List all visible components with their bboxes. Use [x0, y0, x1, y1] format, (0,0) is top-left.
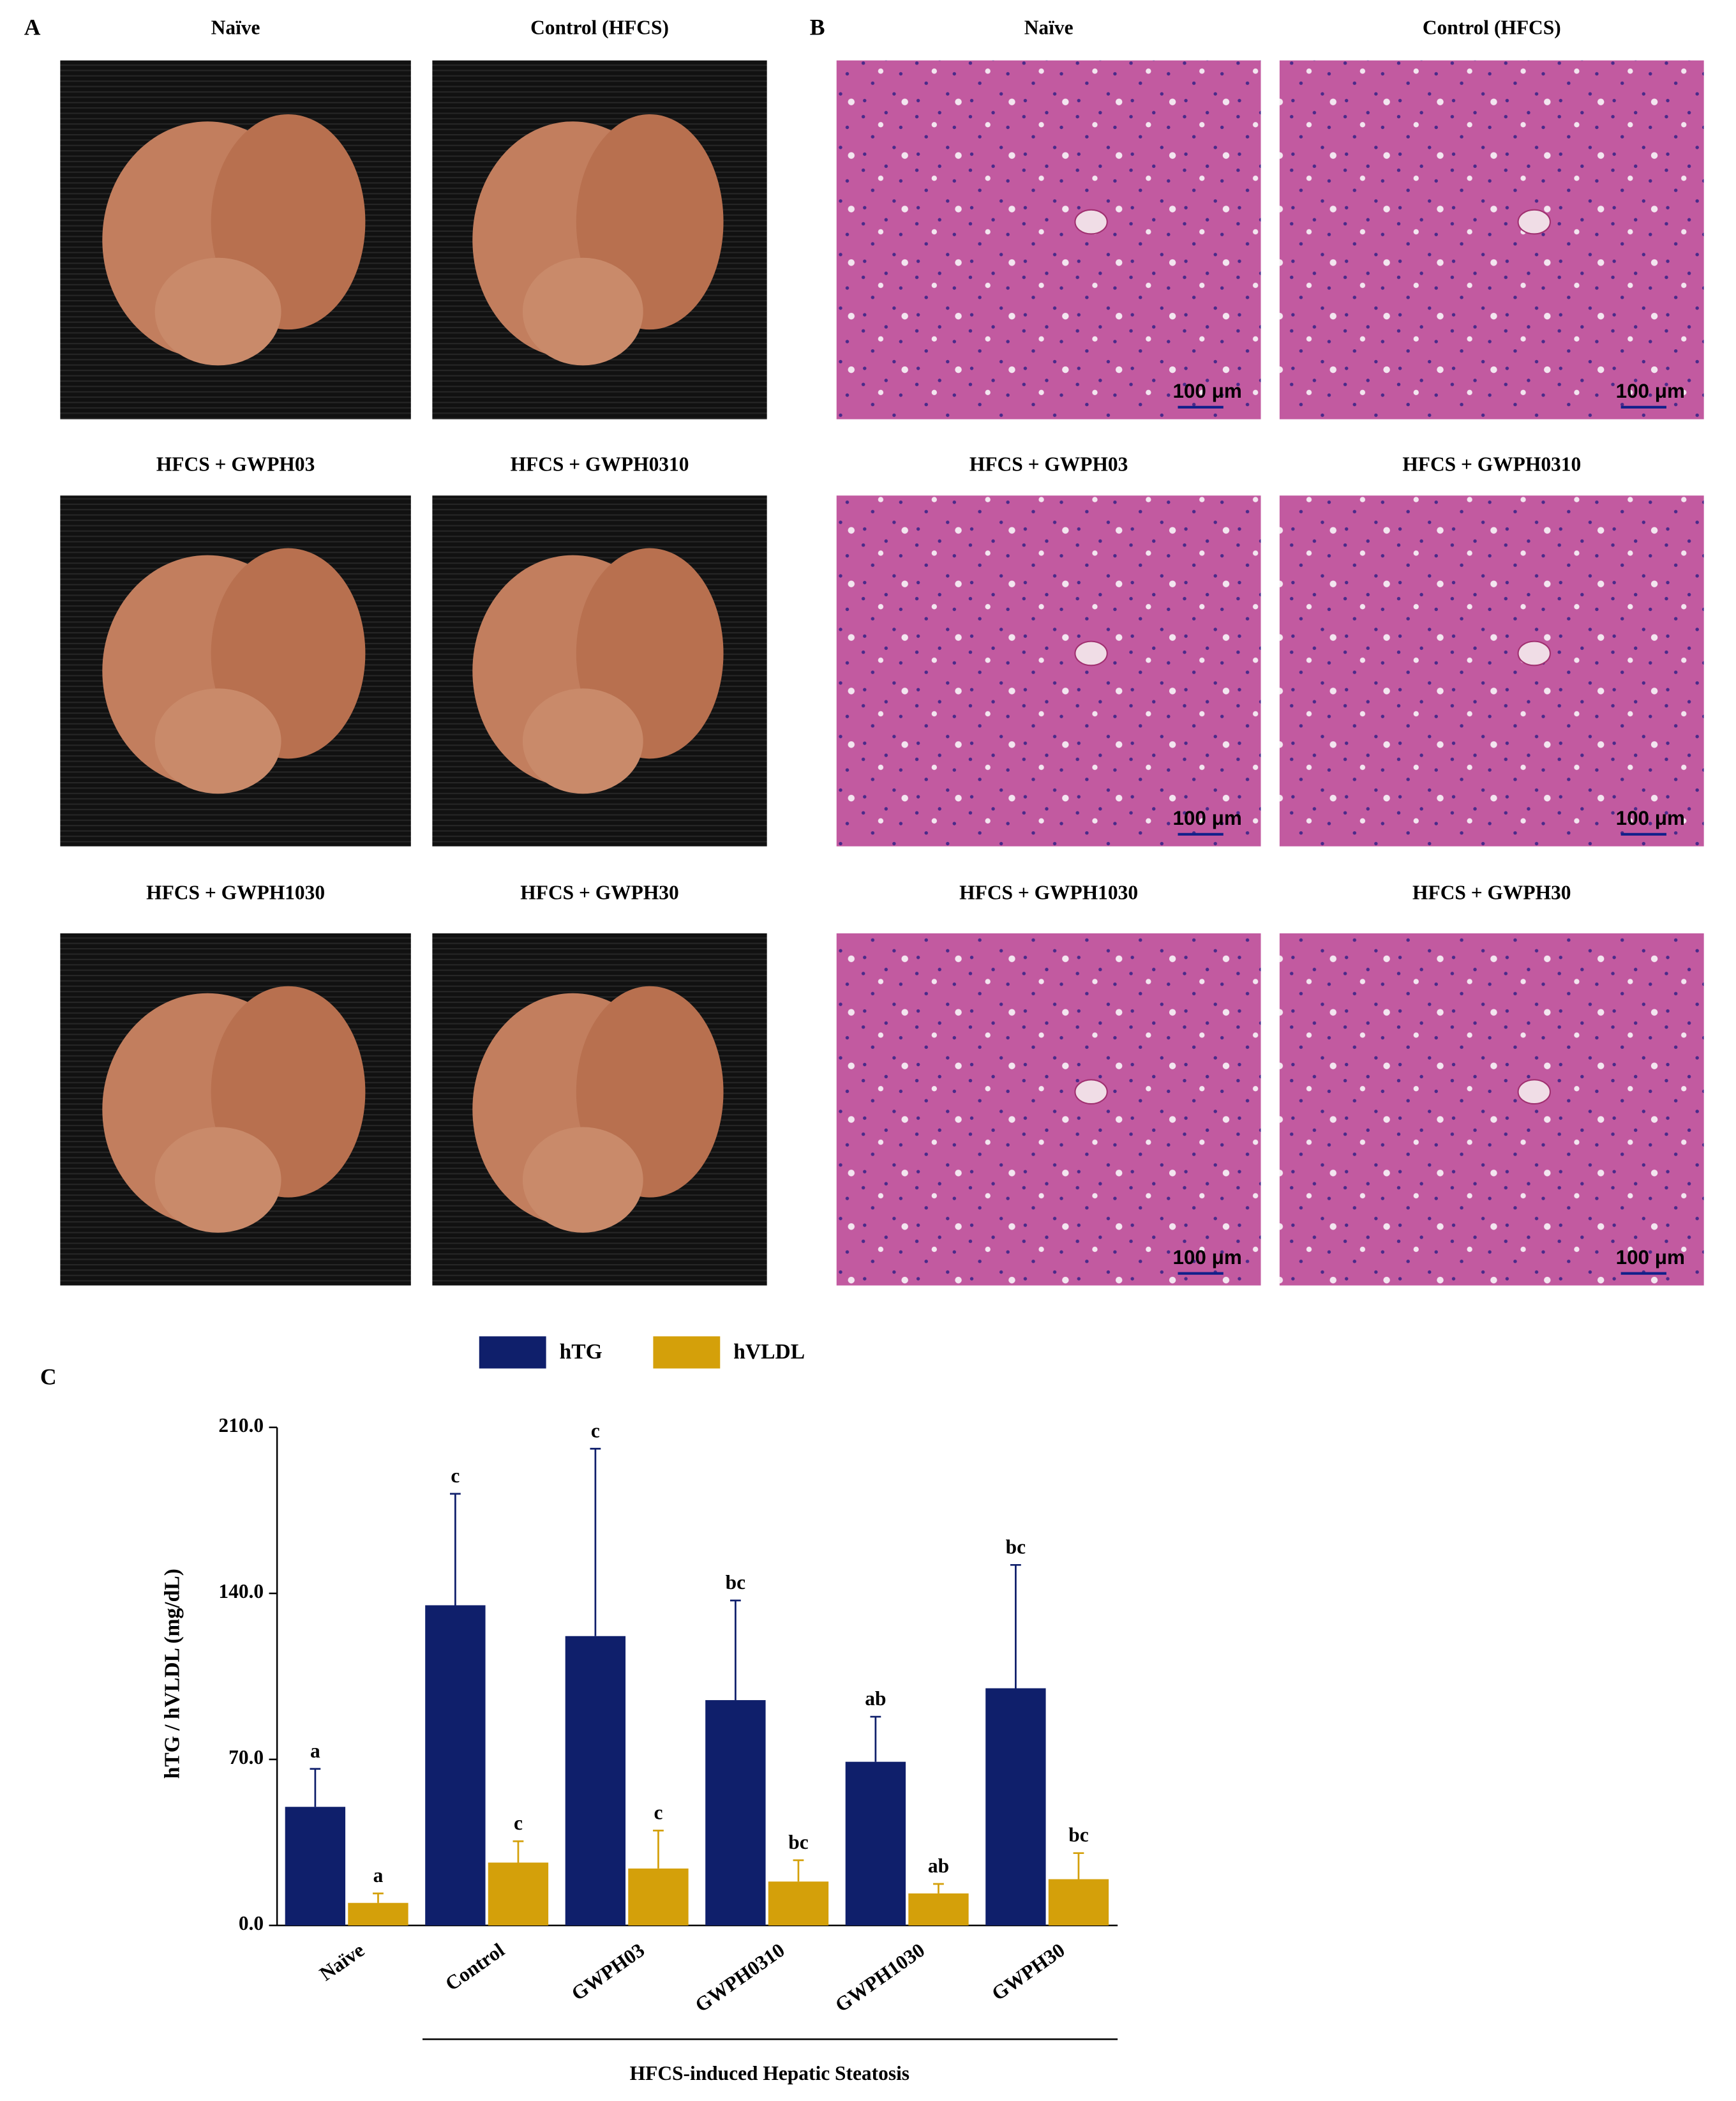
significance-letter: bc [788, 1831, 808, 1853]
scale-bar-label: 100 μm [1172, 380, 1241, 402]
x-tick-label: Naïve [315, 1939, 368, 1985]
scale-bar-label: 100 μm [1172, 807, 1241, 829]
x-tick-label: GWPH30 [987, 1939, 1068, 2005]
bar [348, 1902, 408, 1925]
histology-image [1279, 60, 1704, 419]
significance-letter: c [591, 1419, 600, 1442]
bar [908, 1893, 969, 1925]
legend-swatch [479, 1336, 546, 1369]
panel-label: A [24, 15, 41, 40]
scale-bar-label: 100 μm [1616, 380, 1685, 402]
significance-letter: c [451, 1465, 460, 1487]
significance-letter: bc [1006, 1535, 1026, 1558]
bar [1048, 1879, 1109, 1925]
vessel [1517, 209, 1551, 235]
histology-image [836, 933, 1261, 1286]
histology-image [1279, 495, 1704, 847]
liver-lobe [154, 257, 281, 366]
bar [565, 1636, 626, 1925]
vessel [1074, 1079, 1108, 1105]
histology-title: HFCS + GWPH1030 [959, 881, 1138, 903]
bar [985, 1688, 1046, 1925]
histology-image [836, 495, 1261, 847]
liver-lobe [522, 688, 643, 794]
photo-title: HFCS + GWPH03 [156, 453, 315, 475]
significance-letter: ab [865, 1687, 886, 1710]
significance-letter: bc [726, 1571, 745, 1593]
histology-title: HFCS + GWPH0310 [1402, 453, 1581, 475]
scale-bar-label: 100 μm [1616, 807, 1685, 829]
significance-letter: c [654, 1801, 662, 1823]
photo-title: HFCS + GWPH0310 [511, 453, 689, 475]
significance-letter: a [310, 1740, 320, 1762]
vessel [1517, 640, 1551, 666]
y-tick-label: 210.0 [218, 1414, 264, 1436]
significance-letter: ab [928, 1855, 949, 1877]
y-axis-label: hTG / hVLDL (mg/dL) [160, 1569, 184, 1779]
histology-title: HFCS + GWPH03 [969, 453, 1128, 475]
significance-letter: bc [1068, 1824, 1088, 1846]
vessel [1074, 209, 1108, 235]
histology-title: HFCS + GWPH30 [1412, 881, 1571, 903]
y-tick-label: 140.0 [218, 1580, 264, 1602]
x-tick-label: GWPH1030 [831, 1939, 929, 2017]
panel-label: B [810, 15, 825, 40]
bar [845, 1761, 906, 1925]
bar [628, 1868, 689, 1925]
photo-title: HFCS + GWPH30 [520, 881, 678, 903]
significance-letter: c [514, 1812, 523, 1834]
x-tick-label: Control [441, 1939, 509, 1996]
legend-swatch [653, 1336, 721, 1369]
legend-label: hTG [560, 1340, 602, 1364]
liver-lobe [154, 688, 281, 794]
bar [705, 1700, 766, 1925]
significance-letter: a [373, 1864, 384, 1886]
scale-bar-label: 100 μm [1616, 1246, 1685, 1269]
photo-title: HFCS + GWPH1030 [146, 881, 325, 903]
bar [488, 1862, 549, 1925]
bar [285, 1807, 346, 1925]
y-tick-label: 0.0 [239, 1912, 264, 1934]
scale-bar-label: 100 μm [1172, 1246, 1241, 1269]
liver-lobe [522, 257, 643, 366]
photo-title: Control (HFCS) [530, 17, 669, 39]
photo-title: Naïve [211, 17, 260, 39]
panel-label: C [40, 1364, 57, 1390]
histology-title: Naïve [1024, 17, 1074, 39]
liver-lobe [154, 1127, 281, 1233]
x-tick-label: GWPH0310 [691, 1939, 789, 2017]
bar [768, 1881, 829, 1925]
legend-label: hVLDL [733, 1340, 805, 1364]
histology-title: Control (HFCS) [1423, 17, 1561, 39]
histology-image [836, 60, 1261, 419]
liver-lobe [522, 1127, 643, 1233]
vessel [1517, 1079, 1551, 1105]
vessel [1074, 640, 1108, 666]
y-tick-label: 70.0 [228, 1746, 264, 1768]
bar [425, 1605, 486, 1925]
group-label: HFCS-induced Hepatic Steatosis [630, 2062, 909, 2084]
histology-image [1279, 933, 1704, 1286]
x-tick-label: GWPH03 [567, 1939, 648, 2005]
